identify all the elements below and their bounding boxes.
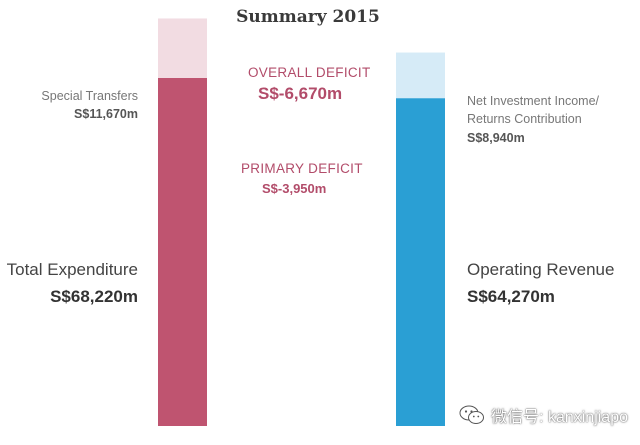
total-expenditure-value: S$68,220m xyxy=(50,287,138,306)
overall-deficit-value: S$-6,670m xyxy=(258,84,343,103)
special-transfers-label: Special Transfers xyxy=(41,89,138,103)
net-investment-label-line2: Returns Contribution xyxy=(467,112,582,126)
primary-deficit-value: S$-3,950m xyxy=(262,181,327,196)
watermark-text: 微信号: kanxinjiapo xyxy=(491,409,628,426)
watermark: 微信号: kanxinjiapo xyxy=(459,403,628,427)
net-investment-label-line1: Net Investment Income/ xyxy=(467,94,600,108)
special-transfers-value: S$11,670m xyxy=(74,107,138,121)
bar-operating-revenue xyxy=(396,98,445,427)
overall-deficit-label: OVERALL DEFICIT xyxy=(248,65,371,80)
bar-special-transfers xyxy=(158,18,207,78)
primary-deficit-label: PRIMARY DEFICIT xyxy=(241,161,363,176)
chart-title: Summary 2015 xyxy=(236,7,380,27)
total-expenditure-label: Total Expenditure xyxy=(6,260,138,279)
bar-net-investment xyxy=(396,52,445,99)
operating-revenue-value: S$64,270m xyxy=(467,287,555,306)
operating-revenue-label: Operating Revenue xyxy=(467,260,615,279)
net-investment-value: S$8,940m xyxy=(467,131,525,145)
bar-total-expenditure xyxy=(158,78,207,426)
wechat-icon xyxy=(459,405,485,424)
